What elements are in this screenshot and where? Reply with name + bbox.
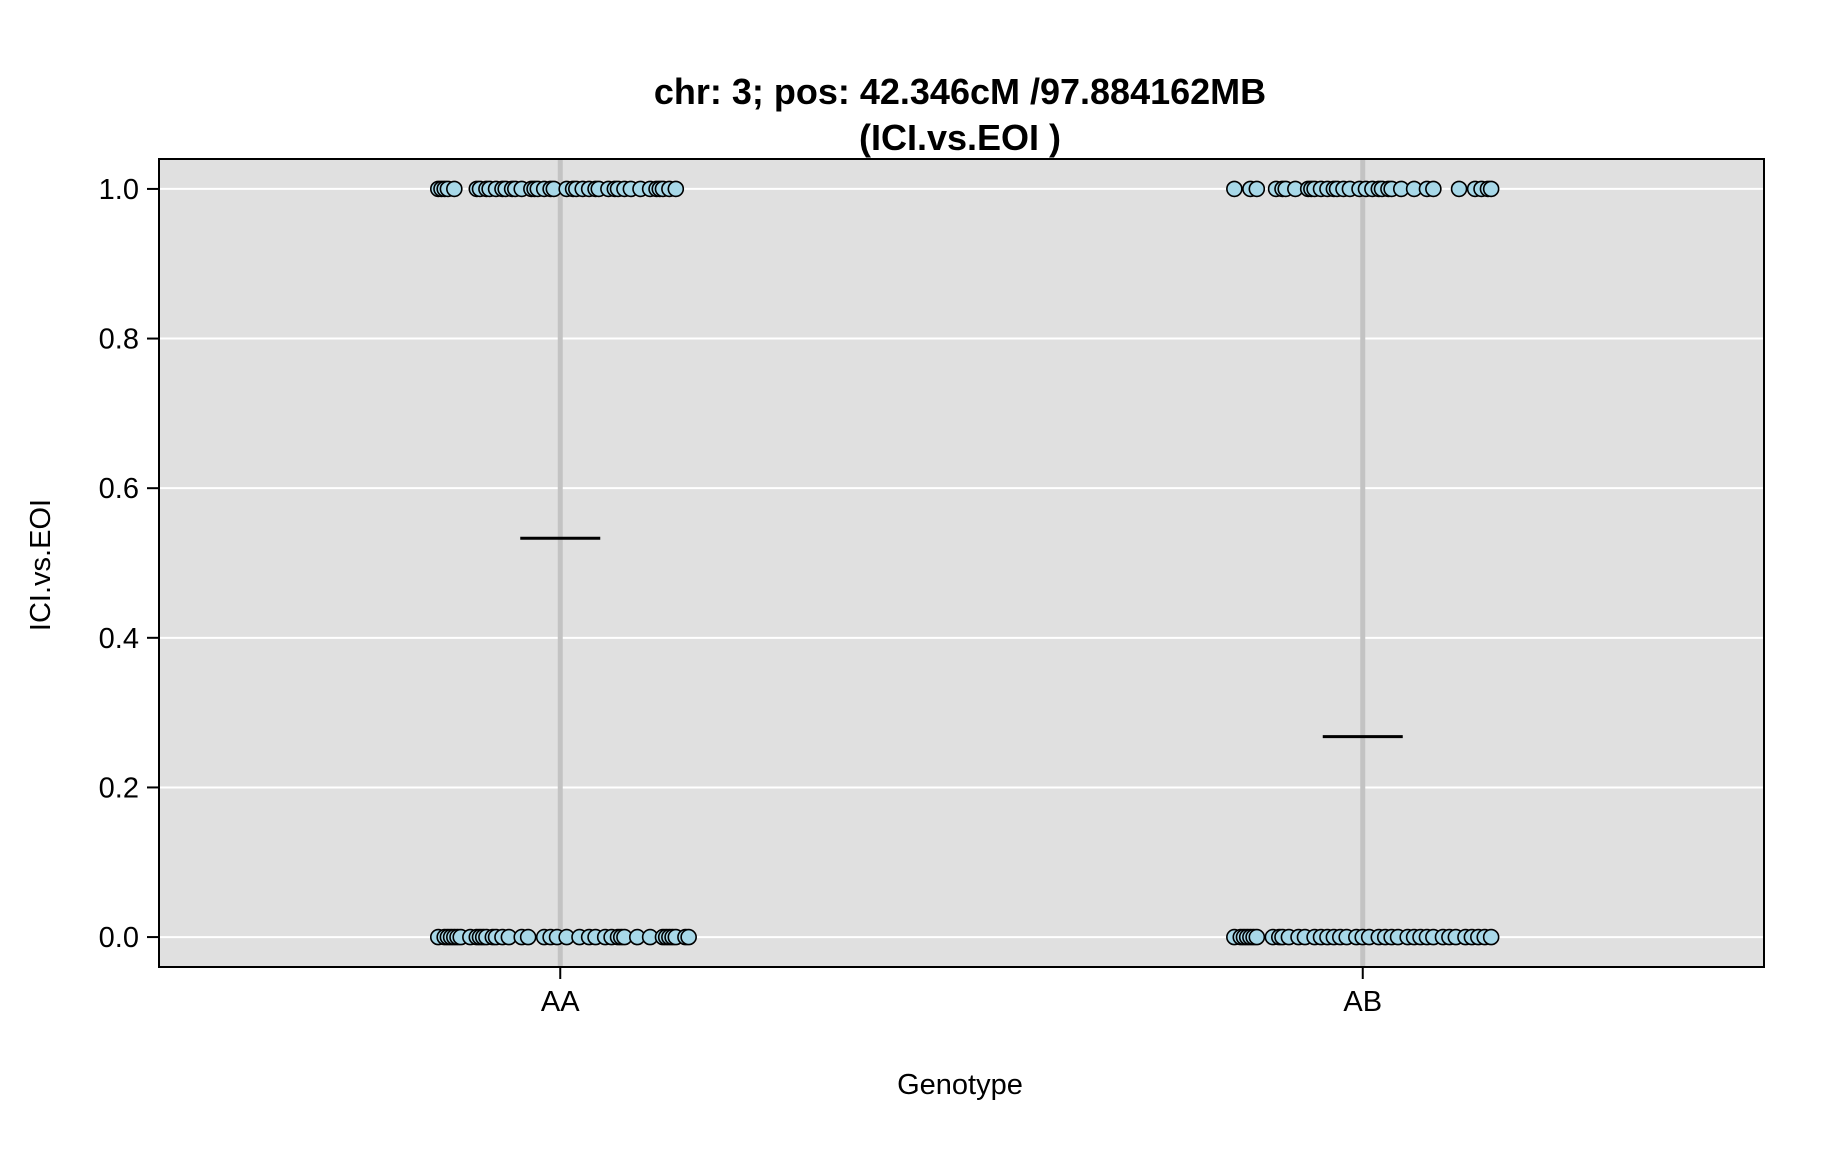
y-axis-label: ICI.vs.EOI bbox=[25, 499, 57, 631]
data-point-ab bbox=[1248, 180, 1266, 198]
y-tick-label: 0.0 bbox=[99, 922, 139, 954]
chart-title-line1: chr: 3; pos: 42.346cM /97.884162MB bbox=[654, 71, 1266, 112]
y-tick-label: 0.8 bbox=[99, 324, 139, 356]
category-lines bbox=[557, 159, 1366, 967]
plot-border bbox=[158, 158, 1765, 968]
data-point-ab bbox=[1482, 928, 1500, 946]
data-point-aa bbox=[519, 928, 537, 946]
data-point-ab bbox=[1248, 928, 1266, 946]
x-axis: AA AB bbox=[541, 967, 1382, 1018]
data-point-aa bbox=[446, 180, 463, 198]
y-tick-label: 0.2 bbox=[99, 772, 139, 804]
y-tick-label: 0.6 bbox=[99, 473, 139, 505]
y-tick-label: 0.4 bbox=[99, 623, 139, 655]
y-axis: 0.0 0.2 0.4 0.6 0.8 1.0 bbox=[99, 174, 159, 954]
chart-title-line2: (ICI.vs.EOI ) bbox=[859, 117, 1061, 158]
data-point-ab bbox=[1482, 180, 1500, 198]
data-point-ab bbox=[1425, 180, 1442, 198]
data-point-ab bbox=[1226, 180, 1243, 198]
plot-panel bbox=[159, 159, 1764, 967]
y-tick-label: 1.0 bbox=[99, 174, 139, 206]
data-point-aa bbox=[667, 180, 685, 198]
x-tick-label-aa: AA bbox=[541, 986, 580, 1018]
mean-lines bbox=[520, 536, 1403, 739]
x-axis-label: Genotype bbox=[897, 1069, 1023, 1101]
data-point-ab bbox=[1450, 180, 1468, 198]
data-point-aa bbox=[680, 928, 697, 946]
data-points bbox=[429, 180, 1500, 946]
x-tick-label-ab: AB bbox=[1343, 986, 1382, 1018]
